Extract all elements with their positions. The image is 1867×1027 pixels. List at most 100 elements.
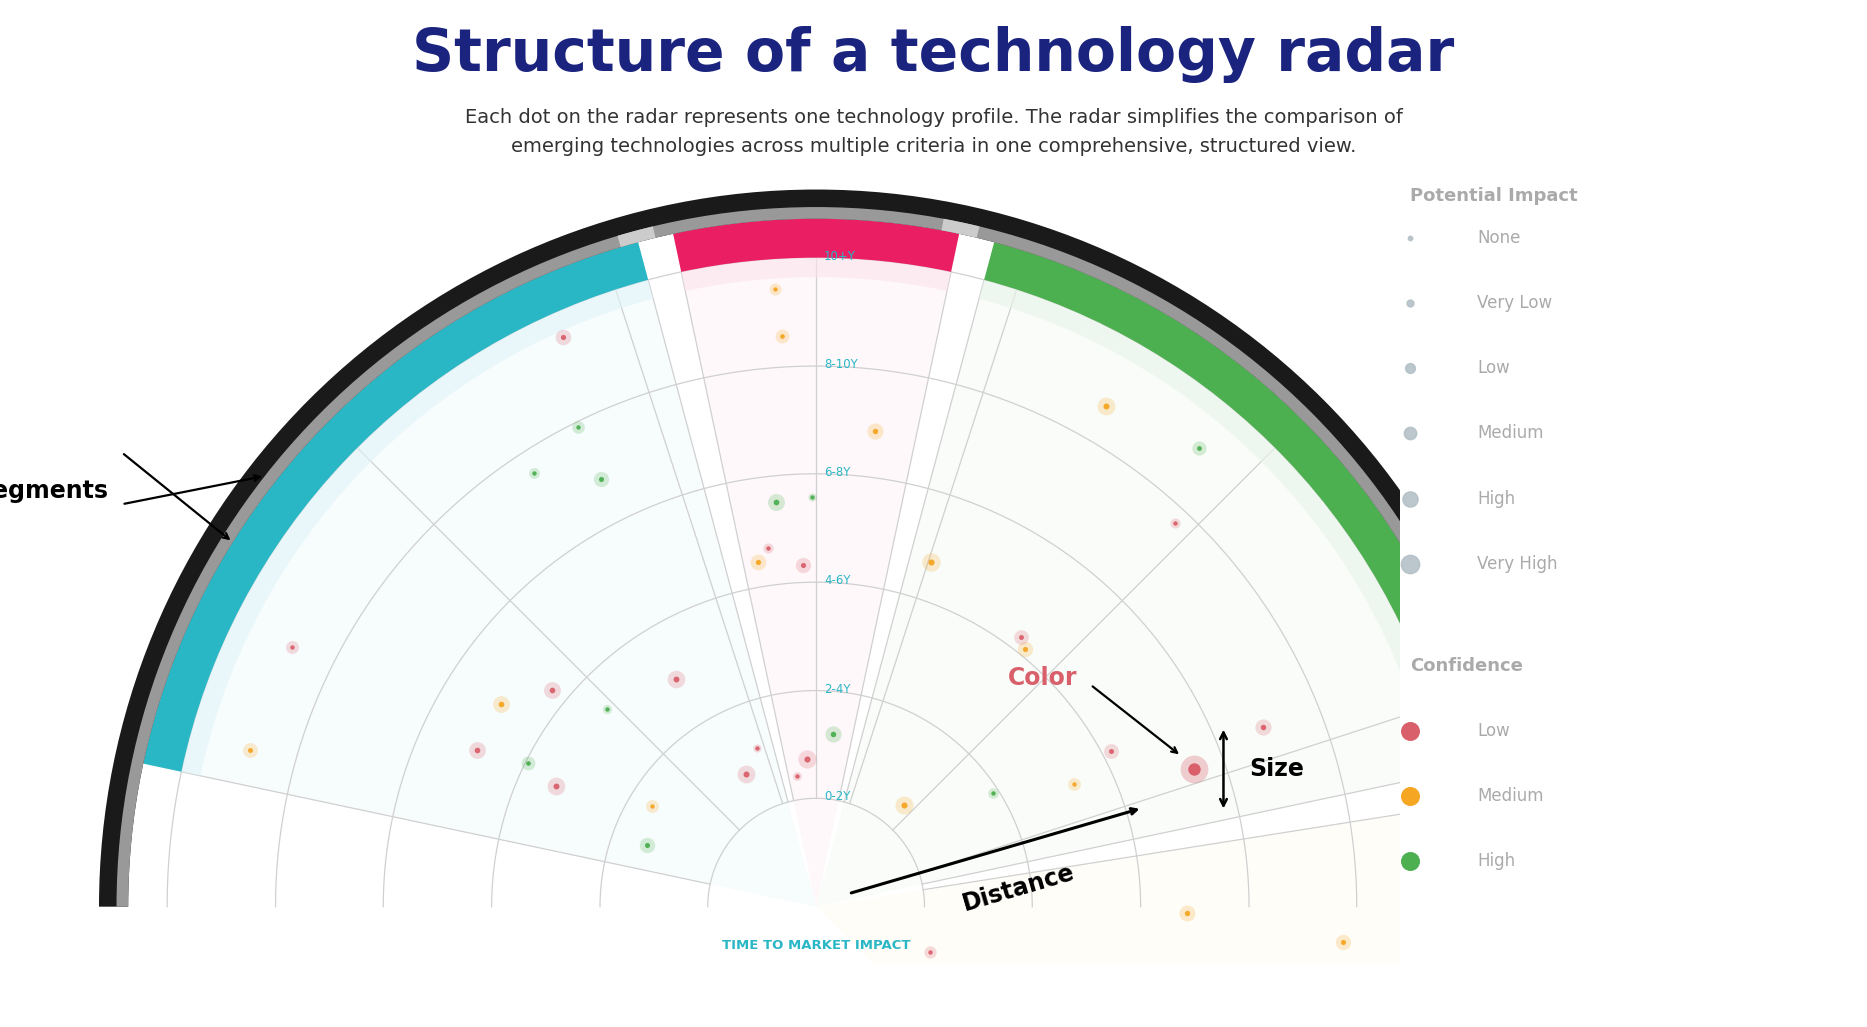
Point bbox=[818, 725, 848, 741]
Point bbox=[889, 797, 919, 813]
Text: 6-8Y: 6-8Y bbox=[823, 466, 849, 479]
Point bbox=[463, 743, 493, 759]
Point bbox=[485, 696, 515, 713]
Text: Segments: Segments bbox=[0, 480, 108, 503]
Text: Low: Low bbox=[1477, 359, 1510, 377]
Point bbox=[592, 701, 622, 718]
Point bbox=[541, 777, 571, 794]
Point bbox=[917, 555, 947, 571]
Point bbox=[549, 329, 579, 345]
Point bbox=[1172, 905, 1202, 921]
Point bbox=[792, 751, 821, 767]
Point bbox=[752, 539, 782, 556]
Text: Size: Size bbox=[1249, 757, 1305, 782]
Point bbox=[463, 743, 493, 759]
Point bbox=[762, 494, 792, 510]
Text: 8-10Y: 8-10Y bbox=[823, 358, 857, 371]
Wedge shape bbox=[816, 279, 1451, 907]
Text: Potential Impact: Potential Impact bbox=[1410, 187, 1578, 204]
Point bbox=[1090, 397, 1120, 414]
Point bbox=[767, 328, 797, 344]
Point bbox=[1096, 744, 1126, 760]
Point bbox=[519, 465, 549, 482]
Wedge shape bbox=[941, 219, 980, 237]
Point bbox=[1059, 776, 1088, 793]
Point bbox=[752, 539, 782, 556]
Point bbox=[637, 798, 667, 814]
Point bbox=[915, 944, 945, 960]
Wedge shape bbox=[681, 258, 950, 907]
Wedge shape bbox=[681, 258, 950, 291]
Point bbox=[792, 751, 821, 767]
Text: 0-2Y: 0-2Y bbox=[823, 791, 849, 803]
Point bbox=[1184, 440, 1214, 456]
Point bbox=[760, 280, 790, 297]
Point bbox=[661, 671, 691, 687]
Point bbox=[743, 554, 773, 570]
Point bbox=[564, 419, 594, 435]
Text: Very High: Very High bbox=[1477, 555, 1557, 573]
Wedge shape bbox=[181, 279, 816, 907]
Text: None: None bbox=[1477, 229, 1520, 248]
Point bbox=[485, 696, 515, 713]
Point bbox=[743, 739, 773, 756]
Point bbox=[235, 741, 265, 758]
Point bbox=[782, 767, 812, 784]
Point bbox=[633, 837, 663, 853]
Wedge shape bbox=[816, 805, 1466, 1027]
Point bbox=[859, 422, 889, 439]
Point bbox=[1172, 905, 1202, 921]
Wedge shape bbox=[1484, 744, 1505, 782]
Text: Each dot on the radar represents one technology profile. The radar simplifies th: Each dot on the radar represents one tec… bbox=[465, 108, 1402, 156]
Text: High: High bbox=[1477, 851, 1516, 870]
Point bbox=[762, 494, 792, 510]
Point bbox=[767, 328, 797, 344]
Point bbox=[1327, 935, 1357, 951]
Point bbox=[788, 557, 818, 573]
Point bbox=[743, 554, 773, 570]
Text: 2-4Y: 2-4Y bbox=[823, 683, 851, 695]
Point bbox=[278, 639, 308, 655]
Wedge shape bbox=[618, 226, 655, 248]
Point bbox=[1006, 629, 1036, 645]
Point bbox=[743, 739, 773, 756]
Point bbox=[541, 777, 571, 794]
Point bbox=[1006, 629, 1036, 645]
Point bbox=[859, 422, 889, 439]
Point bbox=[1090, 397, 1120, 414]
Point bbox=[760, 280, 790, 297]
Point bbox=[1161, 515, 1191, 531]
Point bbox=[1180, 761, 1210, 777]
Point bbox=[519, 465, 549, 482]
Point bbox=[1249, 719, 1279, 735]
Point bbox=[513, 755, 543, 771]
Wedge shape bbox=[674, 219, 960, 272]
Point bbox=[797, 489, 827, 505]
Point bbox=[592, 701, 622, 718]
Point bbox=[586, 470, 616, 487]
Text: Distance: Distance bbox=[960, 861, 1077, 916]
Text: Medium: Medium bbox=[1477, 424, 1544, 443]
Wedge shape bbox=[984, 242, 1490, 771]
Point bbox=[1180, 761, 1210, 777]
Point bbox=[978, 785, 1008, 801]
Point bbox=[1184, 440, 1214, 456]
Point bbox=[782, 767, 812, 784]
Point bbox=[1010, 641, 1040, 657]
Point bbox=[633, 837, 663, 853]
Point bbox=[549, 329, 579, 345]
Point bbox=[513, 755, 543, 771]
Point bbox=[732, 766, 762, 783]
Wedge shape bbox=[116, 207, 1516, 907]
Point bbox=[1010, 641, 1040, 657]
Text: 4-6Y: 4-6Y bbox=[823, 574, 851, 587]
Point bbox=[586, 470, 616, 487]
Wedge shape bbox=[144, 242, 648, 771]
Text: Medium: Medium bbox=[1477, 787, 1544, 805]
Point bbox=[637, 798, 667, 814]
Point bbox=[917, 555, 947, 571]
Point bbox=[538, 682, 568, 698]
Point bbox=[915, 944, 945, 960]
Text: 10+Y: 10+Y bbox=[823, 250, 855, 263]
Point bbox=[564, 419, 594, 435]
